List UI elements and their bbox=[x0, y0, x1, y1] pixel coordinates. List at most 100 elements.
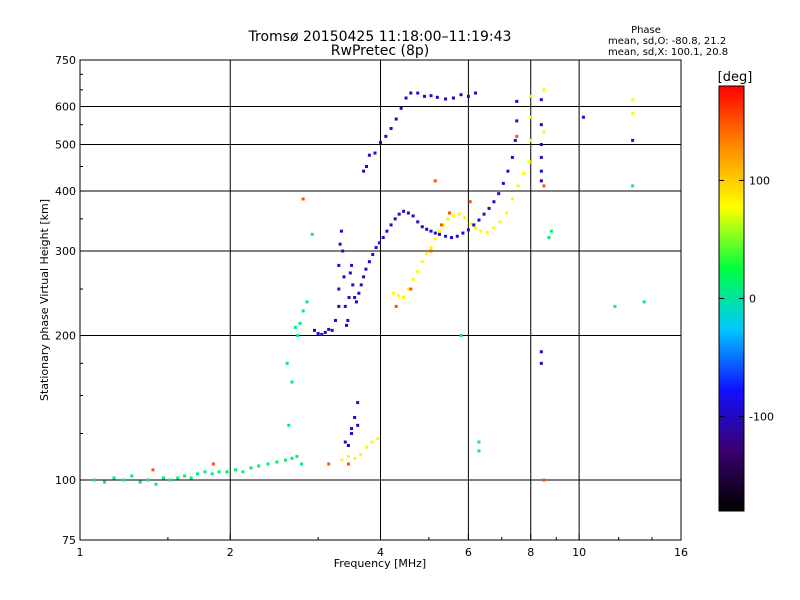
data-point bbox=[429, 249, 433, 253]
data-point bbox=[542, 88, 546, 92]
data-point bbox=[542, 130, 546, 134]
y-tick-label: 200 bbox=[55, 330, 76, 343]
data-point bbox=[529, 138, 533, 142]
data-point bbox=[350, 427, 354, 431]
data-point bbox=[389, 223, 393, 227]
data-point bbox=[346, 454, 350, 458]
data-point bbox=[416, 220, 420, 224]
data-point bbox=[275, 460, 279, 464]
data-point bbox=[217, 470, 221, 474]
data-point bbox=[290, 456, 294, 460]
data-point bbox=[257, 464, 261, 468]
data-point bbox=[348, 271, 352, 275]
data-point bbox=[498, 220, 502, 224]
data-point bbox=[472, 223, 476, 227]
data-point bbox=[371, 253, 375, 257]
data-point bbox=[539, 155, 543, 159]
data-point bbox=[381, 236, 385, 240]
data-point bbox=[301, 197, 305, 201]
data-point bbox=[406, 211, 410, 215]
data-point bbox=[330, 328, 334, 332]
data-point bbox=[367, 260, 371, 264]
y-axis-label: Stationary phase Virtual Height [km] bbox=[38, 199, 51, 401]
data-point bbox=[539, 169, 543, 173]
data-point bbox=[459, 334, 463, 338]
y-tick-label: 750 bbox=[55, 54, 76, 67]
data-point bbox=[477, 449, 481, 453]
data-point bbox=[539, 143, 543, 147]
data-point bbox=[547, 236, 551, 240]
data-point bbox=[466, 94, 470, 98]
data-point bbox=[287, 423, 291, 427]
y-tick-label: 400 bbox=[55, 185, 76, 198]
colorbar-tick-label: 0 bbox=[749, 293, 756, 306]
data-point bbox=[492, 200, 496, 204]
colorbar-ticks: 100 0 -100 bbox=[719, 174, 774, 424]
data-point bbox=[346, 462, 350, 466]
data-point bbox=[316, 331, 320, 335]
data-point bbox=[290, 380, 294, 384]
data-point bbox=[466, 228, 470, 232]
data-point bbox=[468, 200, 472, 204]
data-point bbox=[353, 415, 357, 419]
data-point bbox=[343, 440, 347, 444]
y-tick-label: 600 bbox=[55, 101, 76, 114]
data-point bbox=[323, 330, 327, 334]
data-point bbox=[455, 234, 459, 238]
data-point bbox=[203, 470, 207, 474]
data-point bbox=[409, 91, 413, 95]
data-point bbox=[409, 287, 413, 291]
data-point bbox=[293, 325, 297, 329]
data-point bbox=[433, 179, 437, 183]
data-point bbox=[449, 236, 453, 240]
data-point bbox=[429, 229, 433, 233]
data-point bbox=[327, 327, 331, 331]
data-point bbox=[339, 229, 343, 233]
data-point bbox=[365, 445, 369, 449]
data-point bbox=[364, 267, 368, 271]
colorbar-label: [deg] bbox=[718, 70, 753, 85]
data-point bbox=[376, 437, 380, 441]
data-point bbox=[397, 212, 401, 216]
data-point bbox=[437, 229, 441, 233]
data-point bbox=[354, 300, 358, 304]
data-point bbox=[404, 96, 408, 100]
data-point bbox=[440, 223, 444, 227]
data-point bbox=[459, 93, 463, 97]
data-point bbox=[420, 225, 424, 229]
data-point bbox=[468, 222, 472, 226]
data-point bbox=[402, 296, 406, 300]
data-point bbox=[473, 226, 477, 230]
chart-subtitle: RwPretec (8p) bbox=[331, 43, 429, 59]
data-point bbox=[539, 361, 543, 365]
data-point bbox=[379, 140, 382, 144]
data-point bbox=[425, 227, 429, 231]
data-point bbox=[444, 97, 448, 101]
data-point bbox=[631, 184, 635, 188]
data-point bbox=[93, 478, 97, 482]
data-point bbox=[333, 318, 337, 322]
data-point bbox=[359, 283, 363, 287]
data-point bbox=[631, 112, 635, 116]
data-point bbox=[479, 229, 483, 233]
data-point bbox=[345, 323, 349, 327]
data-point bbox=[504, 211, 508, 215]
data-point bbox=[350, 263, 354, 267]
data-point bbox=[527, 160, 531, 164]
data-point bbox=[522, 172, 526, 176]
plot-grid bbox=[80, 60, 681, 540]
data-point bbox=[249, 466, 253, 470]
data-point bbox=[367, 153, 371, 157]
data-point bbox=[347, 296, 351, 300]
data-point bbox=[183, 474, 187, 478]
phase-info-heading: Phase bbox=[631, 25, 661, 36]
data-point bbox=[446, 217, 450, 221]
data-point bbox=[429, 246, 433, 250]
colorbar-tick-label: 100 bbox=[749, 174, 770, 187]
data-point bbox=[510, 197, 514, 201]
data-point bbox=[539, 350, 543, 354]
data-point bbox=[210, 472, 214, 476]
data-point bbox=[437, 232, 441, 236]
data-point bbox=[343, 304, 347, 308]
data-point bbox=[176, 476, 180, 480]
